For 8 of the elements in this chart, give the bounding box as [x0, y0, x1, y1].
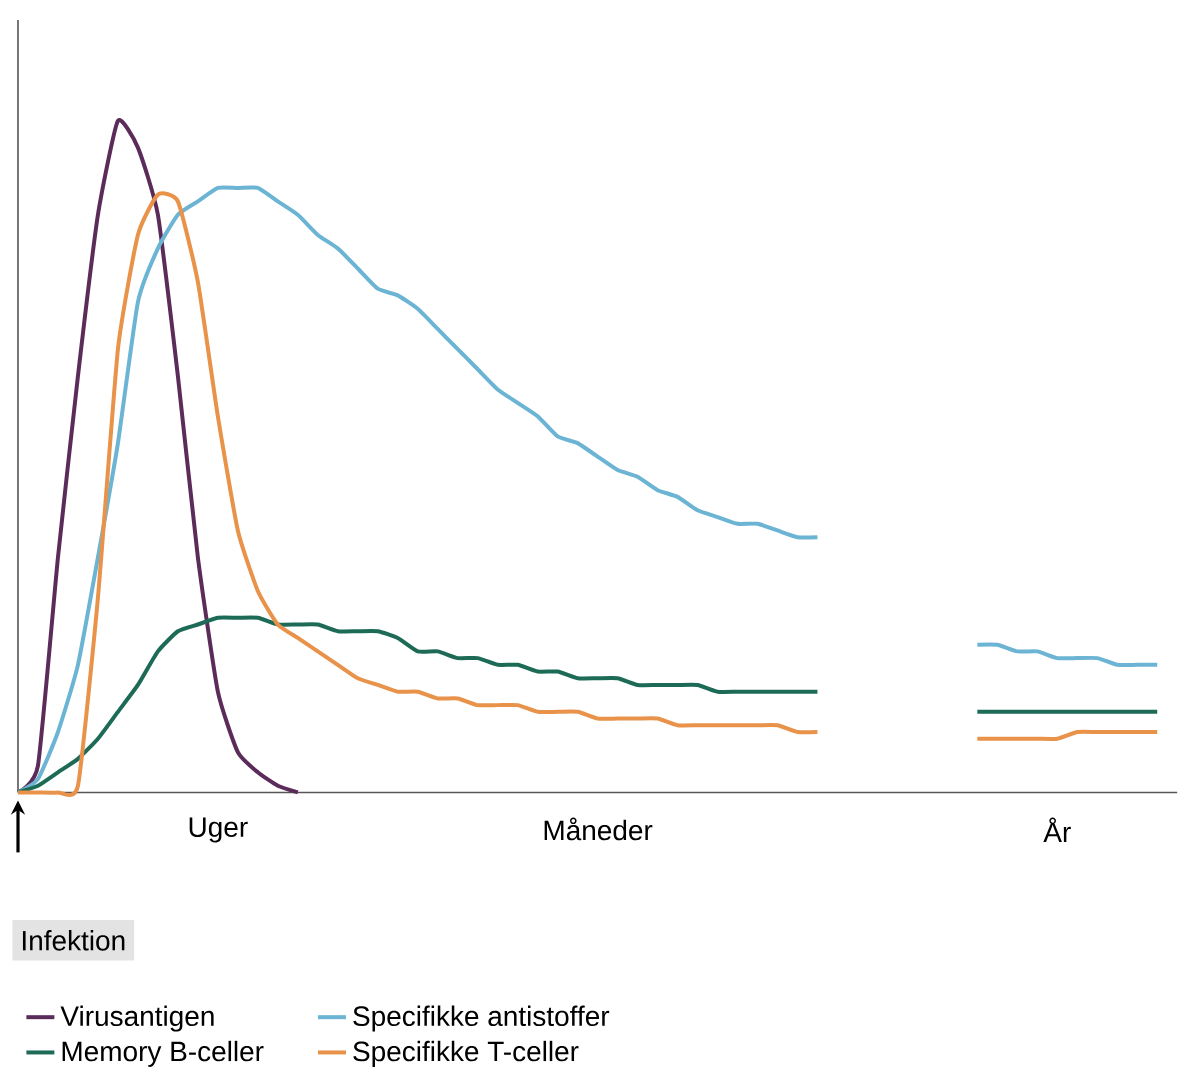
legend-label: Memory B-celler	[62, 1040, 264, 1067]
text: Infektion	[22, 929, 125, 951]
legend-label: Specifikke T-celler	[353, 1040, 579, 1067]
legend-label: Virusantigen	[60, 1005, 214, 1032]
x-tick-label: Uger	[189, 817, 248, 843]
x-tick-label: År	[1043, 817, 1071, 842]
x-tick-label: Måneder	[544, 817, 653, 841]
legend-label: Specifikke antistoffer	[353, 1005, 610, 1032]
